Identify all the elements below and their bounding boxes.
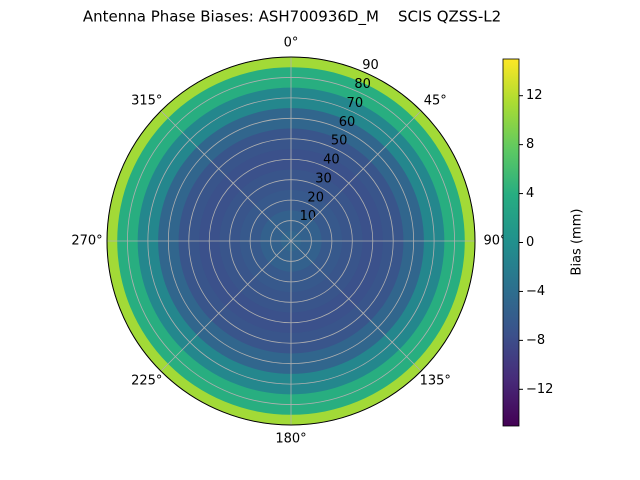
chart-title: Antenna Phase Biases: ASH700936D_M SCIS … xyxy=(83,8,501,27)
r-tick-label: 30 xyxy=(315,171,332,186)
theta-tick-label: 315° xyxy=(131,93,162,108)
r-tick-label: 90 xyxy=(362,58,379,73)
colorbar-tick-label: −12 xyxy=(526,382,553,397)
theta-tick-label: 90° xyxy=(483,234,506,249)
r-tick-label: 60 xyxy=(339,115,356,130)
r-tick-label: 80 xyxy=(354,77,371,92)
r-tick-label: 50 xyxy=(331,134,348,149)
grid-spoke xyxy=(160,240,292,372)
r-tick-label: 40 xyxy=(323,153,340,168)
theta-tick-label: 0° xyxy=(284,36,299,51)
r-tick-label: 10 xyxy=(300,209,317,224)
colorbar-tick-label: 8 xyxy=(526,137,534,152)
colorbar-tick-label: 0 xyxy=(526,235,534,250)
theta-tick-label: 270° xyxy=(71,234,102,249)
colorbar-tick-label: 4 xyxy=(526,186,534,201)
colorbar-tick-label: −8 xyxy=(526,333,545,348)
theta-tick-label: 135° xyxy=(420,374,451,389)
colorbar-tick-label: −4 xyxy=(526,284,545,299)
grid-spoke xyxy=(160,110,292,242)
theta-tick-label: 180° xyxy=(275,432,306,447)
polar-frame xyxy=(106,56,476,426)
grid-spoke xyxy=(290,240,422,372)
theta-tick-label: 225° xyxy=(131,374,162,389)
r-tick-label: 20 xyxy=(307,190,324,205)
r-tick-label: 70 xyxy=(347,96,364,111)
colorbar-tick-label: 12 xyxy=(526,88,543,103)
theta-tick-label: 45° xyxy=(424,93,447,108)
colorbar xyxy=(502,58,520,427)
colorbar-label: Bias (mm) xyxy=(570,209,585,276)
grid-spoke xyxy=(290,110,422,242)
